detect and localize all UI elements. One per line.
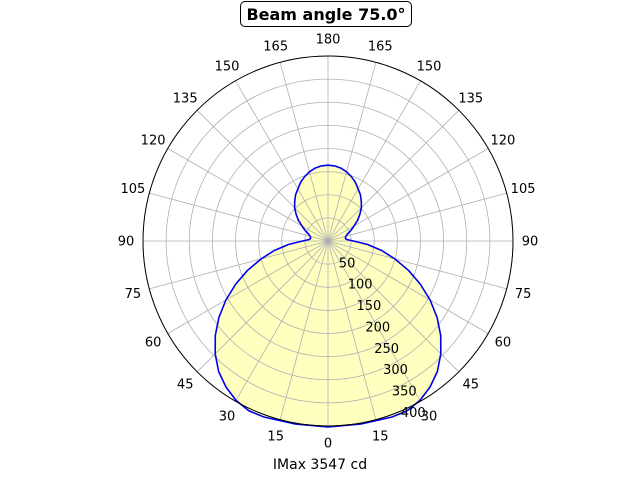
- x-axis-label: IMax 3547 cd: [272, 457, 368, 473]
- angle-tick-label: 105: [511, 182, 536, 197]
- angle-tick-label: 90: [522, 235, 539, 250]
- polar-frame: [142, 55, 514, 427]
- angular-gridline: [327, 240, 507, 290]
- angle-tick-label: 165: [368, 39, 393, 54]
- radial-tick-label: 50: [339, 256, 356, 271]
- angular-gridline: [167, 240, 329, 334]
- angular-gridline: [327, 192, 507, 242]
- radial-tick-label: 350: [392, 385, 417, 400]
- angle-tick-label: 45: [177, 377, 194, 392]
- chart-title: Beam angle 75.0°: [240, 1, 412, 27]
- angle-tick-label: 0: [324, 437, 332, 452]
- angle-tick-label: 180: [316, 33, 341, 48]
- angular-gridline: [279, 62, 329, 242]
- angle-tick-label: 15: [267, 430, 284, 445]
- angle-tick-label: 120: [490, 134, 515, 149]
- angular-gridline: [327, 109, 460, 242]
- radial-tick-label: 100: [348, 278, 373, 293]
- angle-tick-label: 30: [219, 409, 236, 424]
- angular-gridline: [327, 240, 421, 402]
- angle-tick-label: 60: [495, 336, 512, 351]
- angle-tick-label: 135: [173, 92, 198, 107]
- angular-gridline: [235, 80, 329, 242]
- angle-tick-label: 135: [458, 92, 483, 107]
- angular-gridline: [196, 240, 329, 373]
- angle-tick-label: 150: [417, 60, 442, 75]
- angle-tick-label: 75: [125, 287, 142, 302]
- angular-gridline: [327, 240, 460, 373]
- angle-tick-label: 75: [515, 287, 532, 302]
- angle-tick-label: 45: [463, 377, 480, 392]
- angle-tick-label: 30: [421, 409, 438, 424]
- angular-gridline: [235, 240, 329, 402]
- angle-tick-label: 150: [215, 60, 240, 75]
- angular-gridline: [279, 240, 329, 420]
- radial-tick-label: 400: [401, 406, 426, 421]
- angle-tick-label: 60: [145, 336, 162, 351]
- angular-gridline: [327, 240, 489, 334]
- radial-tick-label: 250: [374, 342, 399, 357]
- data-line: [214, 164, 442, 428]
- angular-gridline: [196, 109, 329, 242]
- angular-gridline: [149, 240, 329, 290]
- radial-tick-label: 200: [365, 321, 390, 336]
- angular-gridline: [327, 80, 421, 242]
- angle-tick-label: 90: [118, 235, 135, 250]
- angular-gridline: [149, 192, 329, 242]
- radial-tick-label: 150: [357, 299, 382, 314]
- angle-tick-label: 165: [263, 39, 288, 54]
- radial-tick-label: 300: [383, 363, 408, 378]
- angle-tick-label: 15: [372, 430, 389, 445]
- angular-gridline: [327, 62, 377, 242]
- angle-tick-label: 105: [120, 182, 145, 197]
- angular-gridline: [327, 240, 377, 420]
- angle-tick-label: 120: [141, 134, 166, 149]
